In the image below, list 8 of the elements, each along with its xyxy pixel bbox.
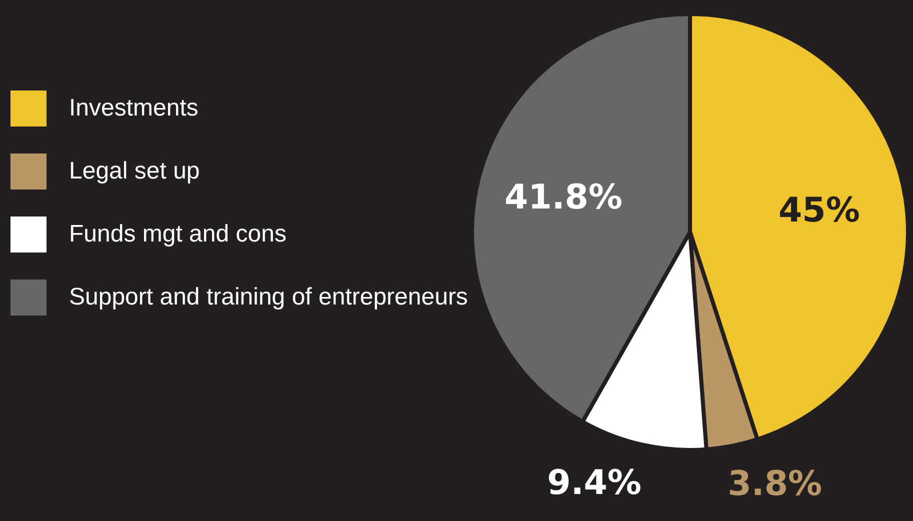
data-label: 41.8%: [504, 178, 622, 218]
data-label: 3.8%: [728, 464, 822, 504]
data-label: 45%: [778, 190, 860, 231]
legend-label: Legal set up: [69, 158, 200, 184]
legend-label: Funds mgt and cons: [69, 220, 286, 248]
legend-label: Investments: [69, 94, 198, 122]
data-label: 9.4%: [547, 462, 642, 503]
legend-label: Support and training of entrepreneurs: [69, 284, 468, 310]
